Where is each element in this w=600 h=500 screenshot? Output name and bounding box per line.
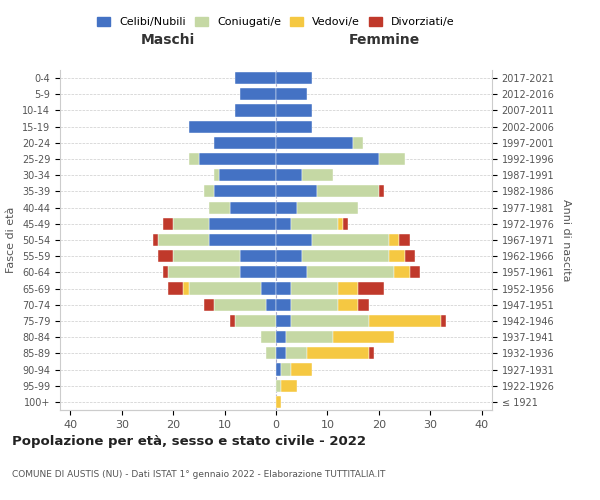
- Bar: [235, 104, 276, 117]
- Bar: [184, 282, 188, 294]
- Bar: [230, 315, 235, 327]
- Bar: [276, 348, 286, 360]
- Bar: [214, 186, 276, 198]
- Bar: [389, 234, 400, 246]
- Text: COMUNE DI AUSTIS (NU) - Dati ISTAT 1° gennaio 2022 - Elaborazione TUTTITALIA.IT: COMUNE DI AUSTIS (NU) - Dati ISTAT 1° ge…: [12, 470, 385, 479]
- Bar: [286, 348, 307, 360]
- Bar: [358, 298, 368, 311]
- Bar: [276, 169, 302, 181]
- Bar: [163, 266, 168, 278]
- Bar: [292, 364, 312, 376]
- Bar: [214, 137, 276, 149]
- Bar: [276, 72, 312, 84]
- Bar: [168, 282, 184, 294]
- Bar: [235, 315, 276, 327]
- Bar: [173, 250, 240, 262]
- Bar: [307, 348, 368, 360]
- Bar: [276, 186, 317, 198]
- Bar: [220, 169, 276, 181]
- Bar: [440, 315, 446, 327]
- Bar: [209, 234, 276, 246]
- Bar: [292, 298, 338, 311]
- Bar: [152, 234, 158, 246]
- Bar: [163, 218, 173, 230]
- Bar: [292, 315, 368, 327]
- Bar: [368, 348, 374, 360]
- Bar: [158, 234, 209, 246]
- Bar: [168, 266, 240, 278]
- Bar: [204, 186, 214, 198]
- Bar: [302, 250, 389, 262]
- Bar: [281, 364, 292, 376]
- Bar: [188, 120, 276, 132]
- Bar: [276, 120, 312, 132]
- Bar: [292, 282, 338, 294]
- Bar: [199, 153, 276, 165]
- Bar: [302, 169, 332, 181]
- Bar: [209, 202, 230, 213]
- Bar: [266, 298, 276, 311]
- Text: Femmine: Femmine: [349, 34, 419, 48]
- Bar: [276, 202, 296, 213]
- Bar: [214, 169, 220, 181]
- Bar: [188, 282, 260, 294]
- Bar: [276, 266, 307, 278]
- Bar: [389, 250, 404, 262]
- Bar: [394, 266, 410, 278]
- Bar: [276, 298, 292, 311]
- Bar: [276, 364, 281, 376]
- Bar: [292, 218, 338, 230]
- Bar: [158, 250, 173, 262]
- Bar: [276, 396, 281, 408]
- Bar: [353, 137, 364, 149]
- Bar: [276, 234, 312, 246]
- Bar: [235, 72, 276, 84]
- Bar: [317, 186, 379, 198]
- Bar: [188, 153, 199, 165]
- Text: Maschi: Maschi: [141, 34, 195, 48]
- Bar: [400, 234, 410, 246]
- Bar: [404, 250, 415, 262]
- Bar: [276, 331, 286, 343]
- Bar: [240, 88, 276, 101]
- Text: Popolazione per età, sesso e stato civile - 2022: Popolazione per età, sesso e stato civil…: [12, 435, 366, 448]
- Bar: [214, 298, 266, 311]
- Bar: [338, 298, 358, 311]
- Bar: [276, 380, 281, 392]
- Bar: [230, 202, 276, 213]
- Bar: [276, 218, 292, 230]
- Bar: [276, 153, 379, 165]
- Bar: [312, 234, 389, 246]
- Bar: [260, 331, 276, 343]
- Bar: [286, 331, 332, 343]
- Bar: [332, 331, 394, 343]
- Bar: [338, 218, 343, 230]
- Bar: [296, 202, 358, 213]
- Bar: [240, 266, 276, 278]
- Bar: [209, 218, 276, 230]
- Bar: [276, 137, 353, 149]
- Bar: [276, 315, 292, 327]
- Bar: [266, 348, 276, 360]
- Bar: [276, 104, 312, 117]
- Bar: [276, 88, 307, 101]
- Y-axis label: Fasce di età: Fasce di età: [7, 207, 16, 273]
- Bar: [173, 218, 209, 230]
- Bar: [260, 282, 276, 294]
- Bar: [338, 282, 358, 294]
- Bar: [281, 380, 296, 392]
- Bar: [240, 250, 276, 262]
- Legend: Celibi/Nubili, Coniugati/e, Vedovi/e, Divorziati/e: Celibi/Nubili, Coniugati/e, Vedovi/e, Di…: [93, 12, 459, 32]
- Bar: [204, 298, 214, 311]
- Bar: [276, 250, 302, 262]
- Bar: [358, 282, 384, 294]
- Bar: [343, 218, 348, 230]
- Bar: [368, 315, 440, 327]
- Bar: [307, 266, 394, 278]
- Bar: [410, 266, 420, 278]
- Bar: [276, 282, 292, 294]
- Y-axis label: Anni di nascita: Anni di nascita: [562, 198, 571, 281]
- Bar: [379, 186, 384, 198]
- Bar: [379, 153, 404, 165]
